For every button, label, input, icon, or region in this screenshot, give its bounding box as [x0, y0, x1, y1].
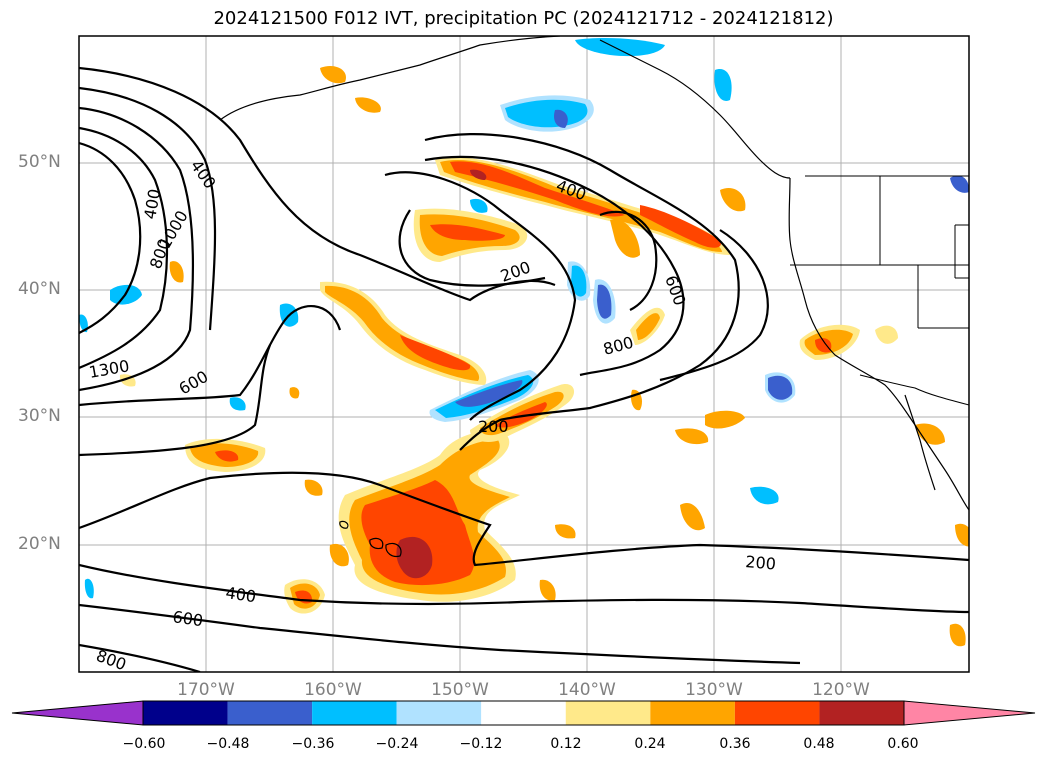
colorbar-segment — [565, 701, 651, 725]
map-title: 2024121500 F012 IVT, precipitation PC (2… — [213, 8, 834, 29]
longitude-label: 130°W — [685, 680, 743, 700]
colorbar-tick-label: 0.60 — [887, 736, 919, 752]
longitude-label: 160°W — [304, 680, 362, 700]
colorbar-min-extend — [11, 700, 144, 726]
map-panel: 400 400 800 1000 1300 600 400 200 600 80… — [78, 35, 970, 673]
colorbar-tick-label: −0.12 — [459, 736, 503, 752]
map-border — [78, 35, 970, 673]
precip-negative-regions — [79, 37, 969, 599]
colorbar-segment — [734, 701, 820, 725]
colorbar-tick-label: −0.48 — [206, 736, 250, 752]
latitude-label: 50°N — [18, 152, 61, 172]
ivt-contours — [79, 66, 969, 672]
colorbar-segment — [396, 701, 482, 725]
political-borders — [790, 175, 969, 406]
colorbar — [11, 700, 1036, 726]
colorbar-tick-label: −0.24 — [375, 736, 419, 752]
longitude-label: 140°W — [558, 680, 616, 700]
colorbar-segment — [143, 701, 228, 725]
colorbar-tick-label: −0.60 — [122, 736, 166, 752]
contour-label: 200 — [478, 417, 509, 436]
contour-label: 200 — [745, 552, 777, 574]
colorbar-tick-label: 0.12 — [550, 736, 582, 752]
colorbar-tick-label: 0.36 — [719, 736, 751, 752]
latitude-label: 20°N — [18, 534, 61, 554]
coastlines — [219, 36, 969, 558]
longitude-label: 120°W — [812, 680, 870, 700]
latitude-label: 30°N — [18, 406, 61, 426]
colorbar-max-extend — [903, 700, 1036, 726]
contour-label: 400 — [224, 583, 257, 606]
colorbar-segment — [312, 701, 397, 725]
longitude-label: 170°W — [177, 680, 235, 700]
latitude-label: 40°N — [18, 279, 61, 299]
colorbar-tick-label: 0.24 — [634, 736, 666, 752]
colorbar-segment — [650, 701, 735, 725]
precip-positive-regions — [119, 65, 969, 647]
colorbar-segment — [819, 701, 904, 725]
longitude-label: 150°W — [431, 680, 489, 700]
colorbar-segment — [227, 701, 313, 725]
colorbar-tick-label: 0.48 — [803, 736, 835, 752]
contour-label: 600 — [171, 607, 204, 630]
colorbar-tick-label: −0.36 — [291, 736, 335, 752]
colorbar-segment — [481, 701, 566, 725]
